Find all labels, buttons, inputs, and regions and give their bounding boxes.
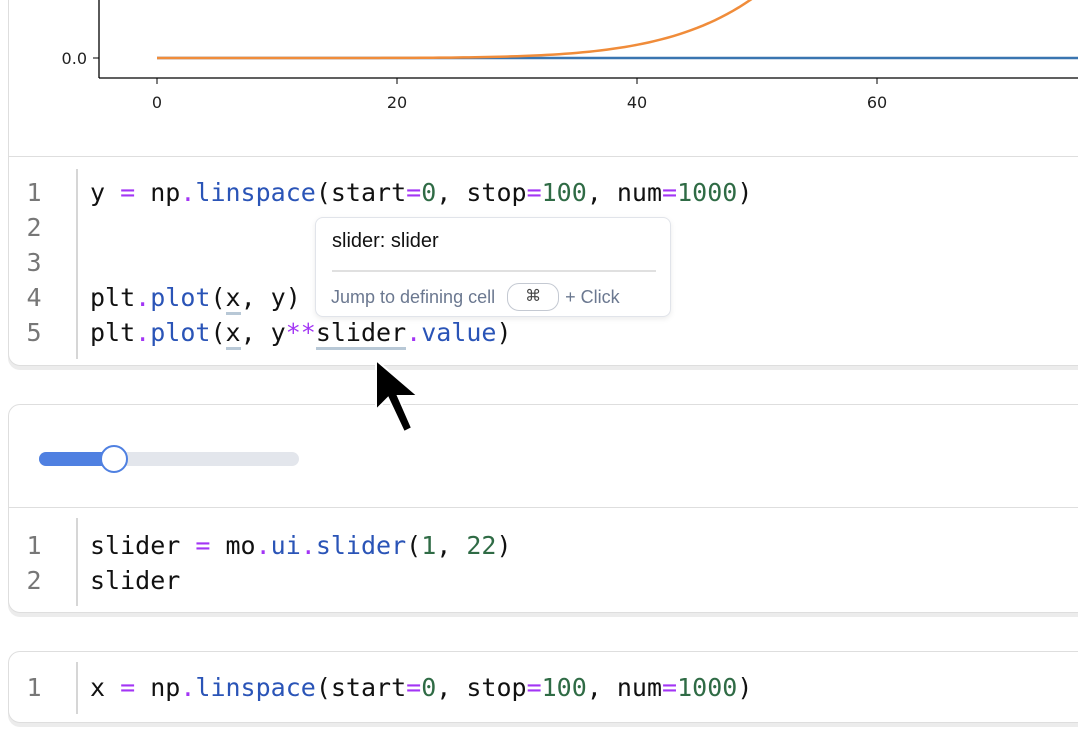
code-editor[interactable]: 1 slider = mo.ui.slider(1, 22) 2 slider xyxy=(9,508,1078,612)
x-cell: 1 x = np.linspace(start=0, stop=100, num=… xyxy=(8,651,1078,723)
divider xyxy=(332,270,656,272)
line-number: 2 xyxy=(26,213,42,242)
code-line[interactable]: x = np.linspace(start=0, stop=100, num=1… xyxy=(90,673,753,702)
plot-output: 0 20 40 60 0.0 xyxy=(9,0,1078,157)
x-tick-label: 20 xyxy=(387,93,407,112)
slider[interactable] xyxy=(39,445,299,473)
tooltip-hint: Jump to defining cell xyxy=(331,286,496,307)
y-tick-label: 0.0 xyxy=(62,49,87,68)
slider-cell: 1 slider = mo.ui.slider(1, 22) 2 slider xyxy=(8,404,1078,613)
slider-thumb[interactable] xyxy=(100,445,129,473)
code-line[interactable]: plt.plot(x, y**slider.value) xyxy=(90,315,512,350)
x-tick-label: 0 xyxy=(152,93,162,112)
slider-fill xyxy=(39,452,120,466)
line-number: 1 xyxy=(26,178,42,207)
series-line-y-pow-slider xyxy=(157,0,753,60)
code-editor[interactable]: 1 x = np.linspace(start=0, stop=100, num=… xyxy=(9,652,1078,722)
x-tick-label: 40 xyxy=(627,93,647,112)
code-editor[interactable]: 1 y = np.linspace(start=0, stop=100, num=… xyxy=(9,157,1078,365)
line-number: 1 xyxy=(26,673,42,702)
code-line[interactable]: slider = mo.ui.slider(1, 22) xyxy=(90,531,512,560)
code-line[interactable]: y = np.linspace(start=0, stop=100, num=1… xyxy=(90,178,753,207)
line-number: 5 xyxy=(26,318,42,347)
code-line[interactable]: slider xyxy=(90,566,181,595)
definition-tooltip: slider: slider Jump to defining cell ⌘ + C… xyxy=(315,217,671,317)
line-chart: 0 20 40 60 0.0 xyxy=(62,0,1078,112)
tooltip-title: slider: slider xyxy=(332,230,439,252)
code-line[interactable]: plt.plot(x, y) xyxy=(90,280,301,315)
mouse-cursor-icon xyxy=(375,358,421,434)
line-number: 3 xyxy=(26,248,42,277)
line-number: 1 xyxy=(26,531,42,560)
slider-reference[interactable]: slider xyxy=(315,318,407,350)
tooltip-suffix: + Click xyxy=(565,286,620,307)
slider-output xyxy=(9,405,1078,508)
line-number: 4 xyxy=(26,283,42,312)
line-number: 2 xyxy=(26,566,42,595)
x-tick-label: 60 xyxy=(867,93,887,112)
command-key-icon: ⌘ xyxy=(507,283,560,311)
